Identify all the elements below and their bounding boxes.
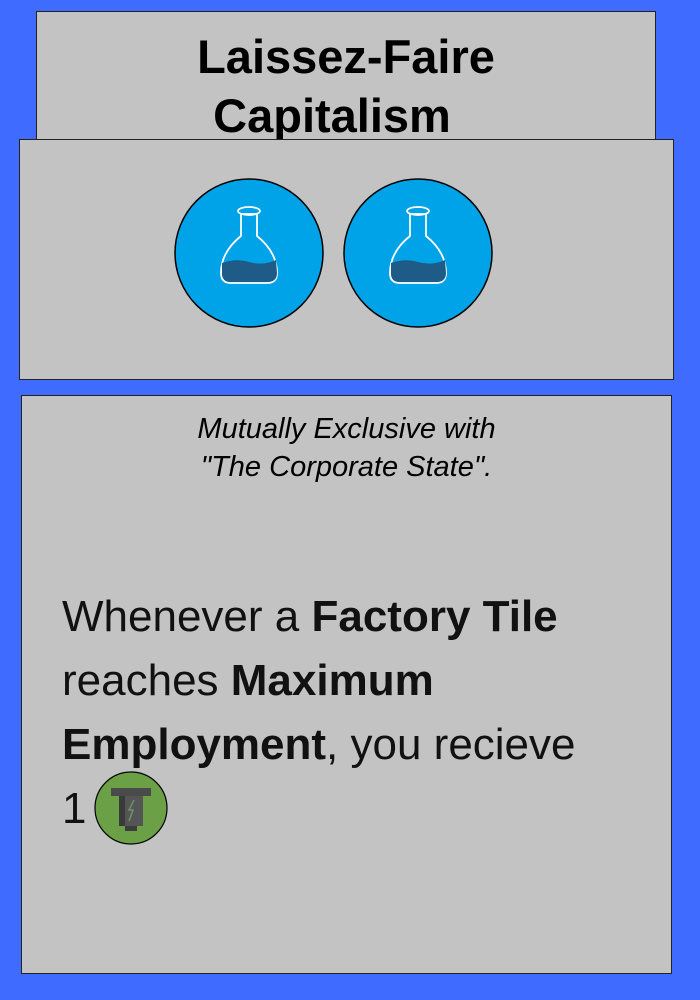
flask-icon [343,178,493,328]
factory-tile-keyword: Factory Tile [311,592,558,641]
bolt-icon [94,771,169,845]
maximum-employment-keyword: Maximum Employment [62,656,434,769]
effect-part-1: Whenever a [62,592,312,641]
cost-panel [19,139,674,380]
mutual-exclusion-note: Mutually Exclusive with "The Corporate S… [22,410,671,486]
card-title-line-1: Laissez-Faire [197,30,495,83]
flask-icon [174,178,324,328]
card-title-panel: Laissez-Faire Capitalism [36,11,656,143]
effect-part-2: reaches [62,656,231,705]
exclusive-line-2: "The Corporate State". [200,451,493,483]
effect-text: Whenever a Factory Tile reaches Maximum … [62,585,652,845]
rules-panel: Mutually Exclusive with "The Corporate S… [21,395,672,974]
effect-part-3: , you recieve [326,720,576,769]
card-title-line-2: Capitalism [213,89,451,142]
exclusive-line-1: Mutually Exclusive with [197,413,496,445]
reward-amount: 1 [62,784,87,833]
